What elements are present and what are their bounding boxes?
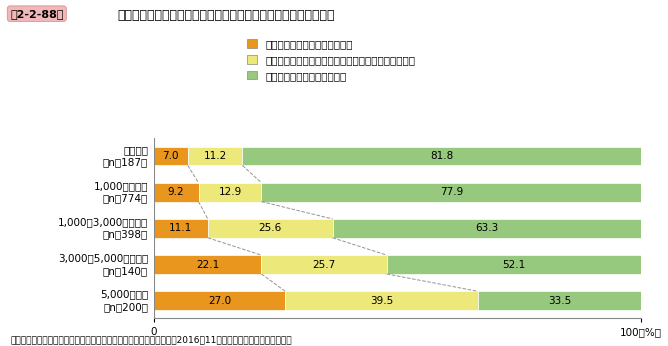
Bar (154, 255, 261, 274)
Legend: 定期的に評価額を算出している, 不定期だが評価額を算出している（一回のみを含む）, 評価額を算出したことがない: 定期的に評価額を算出している, 不定期だが評価額を算出している（一回のみを含む）… (246, 39, 415, 81)
Bar (154, 291, 285, 310)
Bar (154, 183, 198, 202)
Bar (242, 147, 641, 165)
Text: 39.5: 39.5 (370, 296, 393, 306)
Text: 25.6: 25.6 (259, 224, 282, 233)
Text: 資料：中小企業庁委託「企業経営の継続に関するアンケート調査」（2016年11月、（株）東京商工リサーチ）: 資料：中小企業庁委託「企業経営の継続に関するアンケート調査」（2016年11月、… (10, 335, 292, 344)
Text: 27.0: 27.0 (208, 296, 231, 306)
Bar (261, 255, 387, 274)
Bar (261, 183, 641, 202)
Text: 第2-2-88図: 第2-2-88図 (10, 9, 63, 19)
Text: 52.1: 52.1 (502, 260, 526, 270)
Bar (188, 147, 242, 165)
Bar (208, 219, 333, 238)
Bar (387, 255, 641, 274)
Text: 22.1: 22.1 (196, 260, 219, 270)
Text: 11.2: 11.2 (204, 151, 226, 161)
Text: 77.9: 77.9 (440, 187, 463, 197)
Bar (198, 183, 261, 202)
Text: 33.5: 33.5 (548, 296, 571, 306)
Text: 11.1: 11.1 (169, 224, 192, 233)
Bar (478, 291, 641, 310)
Text: 7.0: 7.0 (162, 151, 179, 161)
Bar (333, 219, 641, 238)
Text: 9.2: 9.2 (168, 187, 184, 197)
Bar (285, 291, 478, 310)
Text: 81.8: 81.8 (430, 151, 454, 161)
Text: 25.7: 25.7 (313, 260, 336, 270)
Bar (154, 147, 188, 165)
Bar (154, 219, 208, 238)
Text: 63.3: 63.3 (476, 224, 498, 233)
Text: 純資産額別に見た、自社株式の評価額の算出状況（小規模法人）: 純資産額別に見た、自社株式の評価額の算出状況（小規模法人） (117, 9, 335, 22)
Text: 12.9: 12.9 (218, 187, 242, 197)
